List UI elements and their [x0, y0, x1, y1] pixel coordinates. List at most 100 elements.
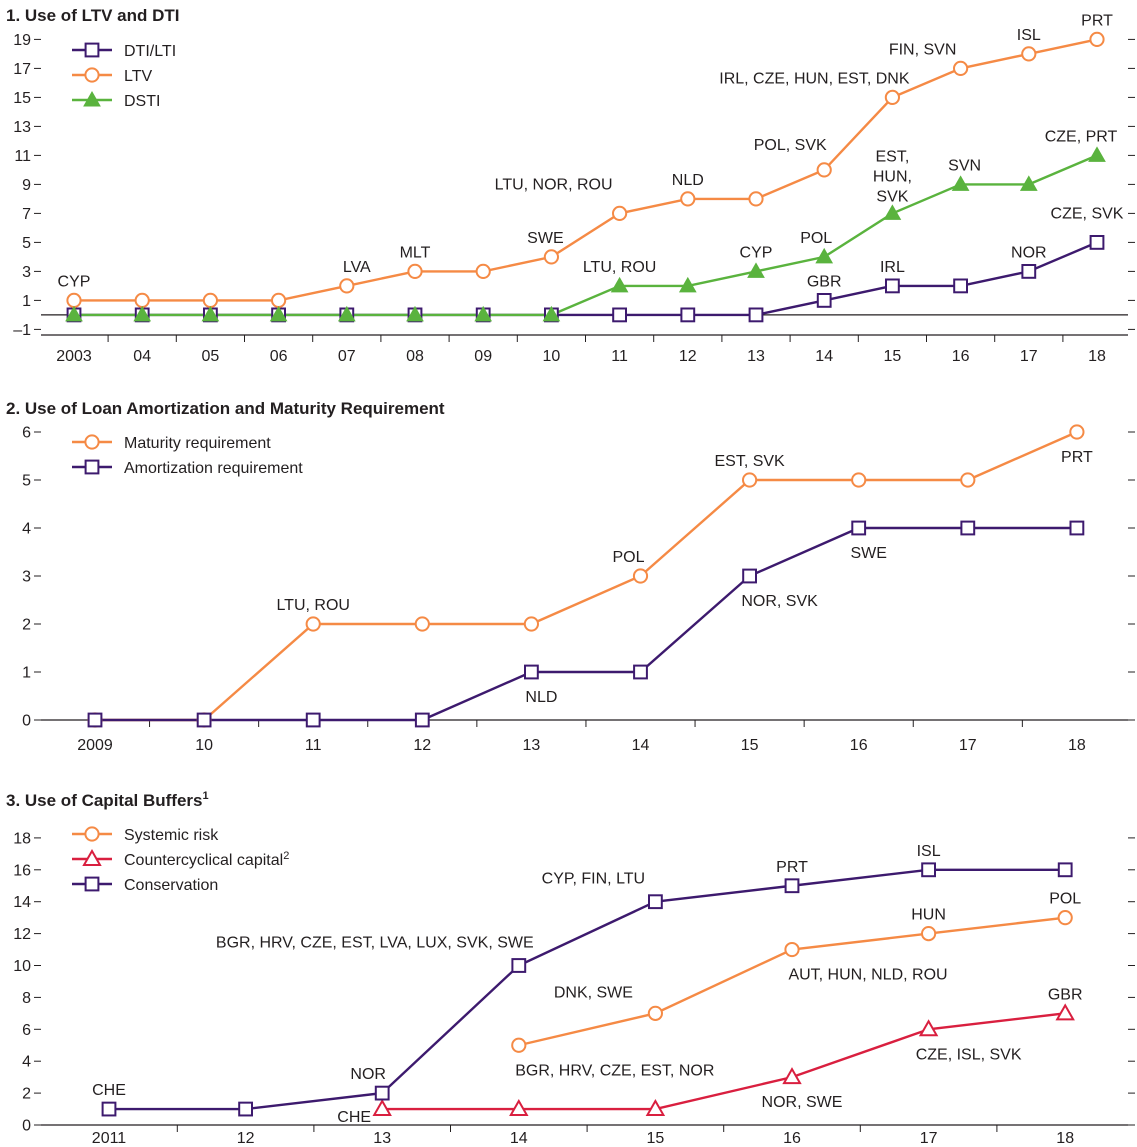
legend-label: Systemic risk: [124, 827, 219, 844]
y-tick-label: 11: [14, 148, 31, 165]
legend-footnote: 2: [283, 850, 289, 862]
annotation-label: MLT: [400, 244, 431, 261]
annotation-label: POL, SVK: [754, 137, 827, 154]
data-point-dti-lti: [1021, 264, 1037, 279]
y-tick-label: 3: [22, 569, 31, 586]
legend-marker: [84, 826, 100, 842]
title-footnote: 1: [203, 790, 209, 802]
annotation-label: FIN, SVN: [889, 41, 957, 58]
data-point-ltv: [816, 162, 832, 178]
annotation-label: CHE: [337, 1109, 371, 1126]
legend-label: DTI/LTI: [124, 43, 176, 60]
data-point-dsti: [883, 204, 902, 220]
x-tick-label: 13: [373, 1130, 391, 1147]
data-point-conservation: [784, 878, 800, 894]
data-point-ltv: [134, 292, 150, 308]
data-point-ltv: [66, 292, 82, 308]
panel-1: 1. Use of LTV and DTI–113579111315171920…: [6, 6, 1135, 365]
panel-title: 1. Use of LTV and DTI: [6, 6, 179, 25]
legend-label: Countercyclical capital2: [124, 850, 289, 869]
data-point-amortization-requirement: [960, 520, 976, 536]
annotation-label: PRT: [1061, 449, 1093, 466]
legend-marker: [82, 848, 102, 866]
x-tick-label: 06: [270, 348, 288, 365]
title-text: 3. Use of Capital Buffers: [6, 791, 203, 810]
annotation-label: LTU, ROU: [276, 597, 349, 614]
series-line-ltv: [74, 38, 1098, 302]
annotation-label: HUN: [911, 907, 946, 924]
x-tick-label: 10: [195, 737, 213, 754]
data-point-amortization-requirement: [1069, 520, 1085, 536]
data-point-countercyclical-capital: [782, 1067, 802, 1085]
data-point-systemic-risk: [647, 1005, 664, 1021]
data-point-dsti: [1019, 175, 1038, 191]
x-tick-label: 10: [543, 348, 561, 365]
annotation-label: IRL, CZE, HUN, EST, DNK: [719, 70, 910, 87]
data-point-dsti: [610, 276, 629, 293]
y-tick-label: 8: [22, 990, 31, 1007]
x-tick-label: 12: [413, 737, 431, 754]
data-point-dsti: [133, 305, 152, 322]
legend-label: Maturity requirement: [124, 435, 271, 452]
y-tick-label: 4: [22, 521, 31, 538]
x-tick-label: 11: [611, 348, 628, 365]
data-point-dsti: [406, 305, 424, 322]
data-point-amortization-requirement: [196, 712, 212, 728]
annotation-label: NLD: [672, 172, 704, 189]
y-tick-label: 0: [22, 713, 31, 730]
annotation-label: SVN: [948, 157, 981, 174]
annotation-label: CHE: [92, 1082, 126, 1099]
y-tick-label: 12: [13, 926, 31, 943]
data-point-maturity-requirement: [742, 472, 758, 488]
panel-title: 2. Use of Loan Amortization and Maturity…: [6, 399, 445, 418]
data-point-maturity-requirement: [632, 568, 649, 584]
data-point-maturity-requirement: [1069, 424, 1085, 440]
data-point-conservation: [238, 1101, 253, 1117]
annotation-label: SWE: [850, 545, 886, 562]
series-line-maturity-requirement: [95, 430, 1078, 722]
annotation-label: CZE, ISL, SVK: [916, 1046, 1022, 1063]
annotation-label: BGR, HRV, CZE, EST, NOR: [515, 1062, 714, 1079]
y-tick-label: 15: [13, 90, 31, 107]
data-point-ltv: [543, 249, 560, 265]
y-tick-label: 16: [13, 862, 31, 879]
x-tick-label: 18: [1056, 1130, 1074, 1147]
series-line-conservation: [109, 868, 1066, 1111]
x-tick-label: 2011: [92, 1130, 127, 1147]
y-tick-label: 2: [22, 1086, 31, 1103]
annotation-label: POL: [800, 230, 832, 247]
annotation-label: CYP, FIN, LTU: [542, 871, 645, 888]
legend-marker: [83, 90, 101, 107]
legend-label: Amortization requirement: [124, 460, 303, 477]
data-point-ltv: [407, 263, 423, 279]
y-tick-label: 6: [22, 1022, 31, 1039]
x-tick-label: 17: [1020, 348, 1038, 365]
annotation-label: NOR: [1011, 244, 1047, 261]
data-point-countercyclical-capital: [509, 1099, 529, 1117]
annotation-label: EST, HUN, SVK: [873, 148, 912, 205]
data-point-amortization-requirement: [87, 712, 103, 728]
data-point-ltv: [202, 292, 218, 308]
annotation-label: LTU, ROU: [583, 259, 656, 276]
x-tick-label: 15: [741, 737, 759, 754]
x-tick-label: 16: [952, 348, 970, 365]
data-point-countercyclical-capital: [372, 1099, 392, 1117]
data-point-amortization-requirement: [633, 664, 648, 680]
x-tick-label: 16: [850, 737, 868, 754]
y-tick-label: 10: [13, 958, 31, 975]
data-point-dti-lti: [1089, 235, 1105, 250]
x-tick-label: 04: [133, 348, 151, 365]
annotation-label: POL: [1049, 891, 1081, 908]
annotation-label: LVA: [343, 259, 371, 276]
legend-label: Conservation: [124, 877, 218, 894]
y-tick-label: 6: [22, 425, 31, 442]
x-tick-label: 11: [305, 737, 322, 754]
annotation-label: ISL: [1017, 27, 1041, 44]
data-point-dti-lti: [885, 278, 900, 294]
data-point-dsti: [815, 247, 834, 264]
x-tick-label: 17: [920, 1130, 938, 1147]
x-tick-label: 07: [338, 348, 356, 365]
x-tick-label: 13: [747, 348, 765, 365]
x-tick-label: 2009: [77, 737, 113, 754]
data-point-amortization-requirement: [414, 712, 430, 728]
